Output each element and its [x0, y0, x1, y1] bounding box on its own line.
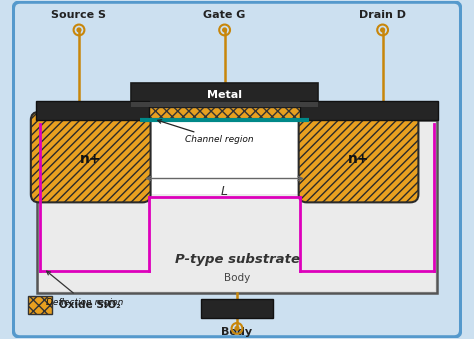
Text: n+: n+ [80, 152, 101, 166]
Text: Drain D: Drain D [359, 10, 406, 20]
Bar [27, 296, 53, 314]
Text: L: L [221, 185, 228, 198]
FancyBboxPatch shape [31, 112, 151, 202]
Bar [131, 102, 318, 107]
Bar [300, 101, 438, 120]
Text: Gate G: Gate G [203, 10, 246, 20]
Bar [39, 122, 435, 291]
Bar [36, 101, 149, 120]
Text: Oxide SiO₂: Oxide SiO₂ [59, 300, 121, 310]
Text: Metal: Metal [207, 90, 242, 100]
Circle shape [77, 28, 81, 32]
Text: P-type substrate: P-type substrate [174, 253, 300, 266]
Bar [138, 107, 311, 120]
Text: Deflection region: Deflection region [46, 271, 123, 306]
Text: n+: n+ [348, 152, 369, 166]
FancyBboxPatch shape [13, 2, 461, 337]
Bar [140, 120, 309, 194]
FancyBboxPatch shape [299, 112, 419, 202]
Text: Body: Body [221, 327, 253, 337]
Bar [131, 83, 318, 107]
Text: Channel region: Channel region [158, 120, 254, 144]
Circle shape [235, 326, 239, 330]
Circle shape [223, 28, 227, 32]
Bar [201, 299, 273, 318]
Circle shape [381, 28, 384, 32]
Text: Body: Body [224, 273, 250, 282]
Text: Source S: Source S [52, 10, 107, 20]
Bar [36, 120, 438, 293]
